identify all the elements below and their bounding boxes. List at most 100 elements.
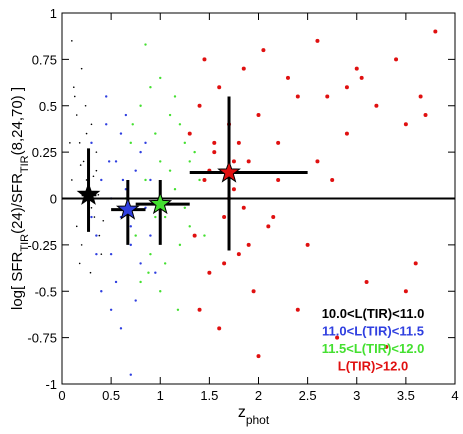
point — [222, 261, 227, 266]
point — [418, 94, 423, 99]
point — [98, 234, 101, 237]
point — [78, 262, 81, 265]
point — [168, 169, 172, 172]
x-axis-label: zphot — [238, 404, 270, 427]
point — [134, 169, 137, 172]
point — [183, 141, 187, 145]
point — [231, 187, 236, 192]
point — [163, 262, 167, 265]
point — [173, 188, 177, 191]
point — [95, 151, 98, 153]
legend-label: 11.5<L(TIR)<12.0 — [322, 341, 425, 356]
point — [236, 140, 241, 145]
point — [71, 179, 73, 181]
point — [217, 326, 222, 331]
point — [72, 86, 75, 88]
point — [124, 113, 128, 117]
point — [176, 308, 180, 311]
point — [90, 141, 93, 145]
point — [79, 164, 82, 166]
point — [89, 271, 92, 274]
point — [374, 103, 379, 108]
point — [285, 75, 290, 80]
point — [92, 175, 95, 178]
point — [217, 85, 222, 90]
point — [187, 131, 192, 136]
point — [261, 48, 266, 53]
point — [149, 252, 152, 256]
point — [100, 290, 103, 293]
point — [75, 225, 78, 228]
point — [109, 308, 113, 311]
point — [119, 132, 123, 135]
point — [354, 66, 359, 71]
point — [95, 169, 98, 172]
x-tick-label: 1 — [157, 388, 164, 403]
x-tick-label: 3 — [353, 388, 360, 403]
median-star — [76, 182, 101, 205]
x-tick-label: 1.5 — [200, 388, 218, 403]
point — [335, 335, 340, 340]
point — [144, 43, 147, 46]
x-tick-label: 0.5 — [102, 388, 120, 403]
point — [147, 271, 150, 274]
point — [276, 177, 281, 182]
point — [305, 242, 310, 247]
point — [344, 131, 349, 136]
point — [102, 219, 105, 222]
point — [251, 289, 256, 294]
median-star — [217, 160, 241, 183]
point — [144, 141, 147, 145]
y-tick-label: 0.25 — [32, 145, 57, 160]
point — [129, 373, 132, 376]
point — [203, 234, 206, 237]
y-label-part: TIR — [19, 234, 31, 252]
x-tick-label: 3.5 — [397, 388, 415, 403]
point — [295, 307, 300, 312]
x-label-part: phot — [246, 413, 270, 427]
point — [423, 113, 428, 118]
point — [198, 178, 201, 182]
point — [149, 86, 152, 89]
y-label-part: log[ SFR — [9, 252, 26, 311]
point — [202, 177, 207, 182]
point — [295, 94, 300, 99]
point — [93, 216, 96, 218]
point — [80, 67, 83, 70]
point — [231, 159, 236, 164]
point — [75, 114, 78, 116]
point — [139, 262, 142, 265]
point — [207, 270, 212, 275]
y-label-part: (8,24,70) ] — [9, 87, 26, 155]
point — [188, 225, 191, 228]
point — [97, 193, 100, 196]
legend-label: 10.0<L(TIR)<11.0 — [322, 306, 425, 321]
x-tick-label: 2 — [255, 388, 262, 403]
point — [168, 113, 172, 117]
median-star — [115, 197, 140, 220]
point — [85, 132, 88, 135]
point — [144, 178, 147, 182]
point — [105, 95, 108, 98]
y-tick-label: -0.25 — [27, 238, 57, 253]
point — [105, 123, 108, 126]
y-tick-label: 1 — [50, 6, 57, 21]
point — [271, 215, 276, 220]
point — [149, 234, 152, 237]
point — [78, 142, 81, 144]
point — [139, 150, 142, 154]
point — [121, 178, 125, 182]
point — [129, 141, 132, 145]
point — [154, 271, 157, 274]
legend-label: 11.0<L(TIR)<11.5 — [322, 324, 424, 339]
point — [315, 159, 320, 164]
point — [256, 113, 261, 118]
point — [129, 243, 132, 247]
point — [364, 279, 369, 284]
y-tick-label: 0 — [50, 192, 57, 207]
point — [212, 150, 217, 155]
point — [114, 280, 118, 284]
point — [433, 29, 438, 34]
point — [246, 159, 251, 164]
